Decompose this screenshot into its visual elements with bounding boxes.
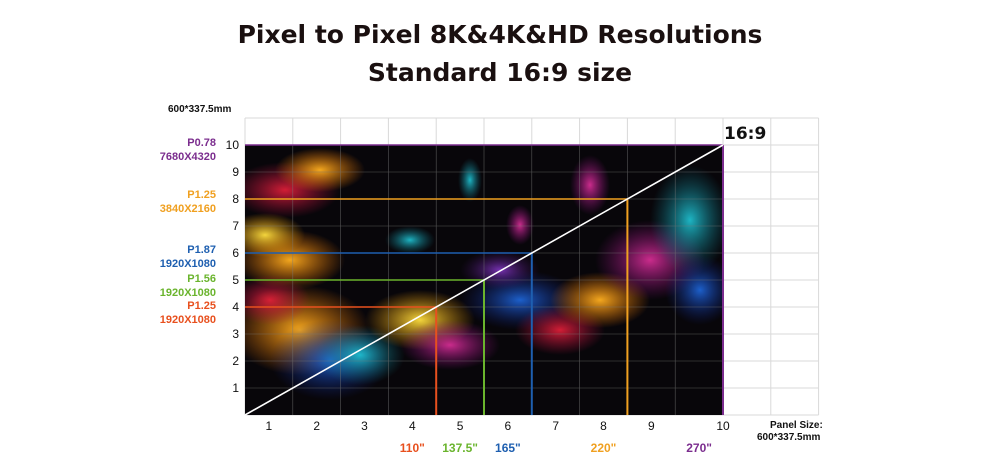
x-tick-label: 10 (716, 419, 730, 433)
y-tick-label: 8 (232, 192, 239, 206)
x-tick-label: 7 (552, 419, 559, 433)
diagonal-size-label: 110" (400, 441, 425, 455)
resolution-label: P1.87 1920X1080 (160, 243, 216, 271)
y-tick-label: 9 (232, 165, 239, 179)
panel-size-value: 600*337.5mm (757, 432, 821, 443)
diagonal-size-label: 220" (591, 441, 617, 455)
screen-boundaries (245, 144, 724, 415)
x-tick-label: 3 (361, 419, 368, 433)
panel-size-label: Panel Size: (770, 420, 823, 431)
y-tick-label: 6 (232, 246, 239, 260)
y-tick-label: 3 (232, 327, 239, 341)
pixel-pitch: P0.78 (187, 137, 216, 149)
x-tick-label: 6 (505, 419, 512, 433)
diagonal-size-labels: 270" 220" 165" 137.5" 110" (400, 441, 712, 455)
y-tick-label: 5 (232, 273, 239, 287)
resolution-label: P1.56 1920X1080 (160, 272, 216, 300)
x-tick-label: 1 (266, 419, 273, 433)
x-tick-label: 5 (457, 419, 464, 433)
resolution-label: P1.25 1920X1080 (160, 299, 216, 327)
diagonal-line (244, 144, 724, 416)
y-tick-label: 7 (232, 219, 239, 233)
diagonal-size-label: 137.5" (442, 441, 478, 455)
x-tick-label: 4 (409, 419, 416, 433)
resolution-value: 1920X1080 (159, 287, 216, 299)
x-tick-label: 2 (313, 419, 320, 433)
resolution-value: 1920X1080 (159, 314, 216, 326)
chart-title: Pixel to Pixel 8K&4K&HD Resolutions (237, 20, 763, 49)
panel-dimension-label: 600*337.5mm (168, 104, 232, 115)
pixel-pitch: P1.56 (187, 273, 216, 285)
aspect-ratio-label: 16:9 (724, 124, 767, 144)
screen-boundary (245, 198, 629, 415)
y-tick-label: 1 (232, 381, 239, 395)
pixel-pitch: P1.87 (187, 244, 216, 256)
chart-subtitle: Standard 16:9 size (367, 58, 633, 87)
screen-boundary (245, 306, 438, 415)
x-axis-ticks: 1 2 3 4 5 6 7 8 9 10 (266, 419, 730, 433)
resolution-value: 1920X1080 (159, 258, 216, 270)
y-tick-label: 10 (226, 138, 240, 152)
diagonal-size-label: 165" (495, 441, 521, 455)
resolution-value: 7680X4320 (159, 151, 216, 163)
x-tick-label: 8 (600, 419, 607, 433)
screen-boundary (245, 279, 485, 415)
screen-boundary (245, 144, 724, 415)
screen-boundary (245, 252, 533, 415)
diagonal-size-label: 270" (686, 441, 712, 455)
pixel-pitch: P1.25 (187, 189, 216, 201)
y-tick-label: 4 (232, 300, 239, 314)
pixel-pitch: P1.25 (187, 300, 216, 312)
resolution-value: 3840X2160 (159, 203, 216, 215)
resolution-label: P1.25 3840X2160 (160, 188, 216, 216)
y-axis-ticks: 10 9 8 7 6 5 4 3 2 1 (226, 138, 240, 395)
y-tick-label: 2 (232, 354, 239, 368)
resolution-label: P0.78 7680X4320 (160, 136, 216, 164)
x-tick-label: 9 (648, 419, 655, 433)
